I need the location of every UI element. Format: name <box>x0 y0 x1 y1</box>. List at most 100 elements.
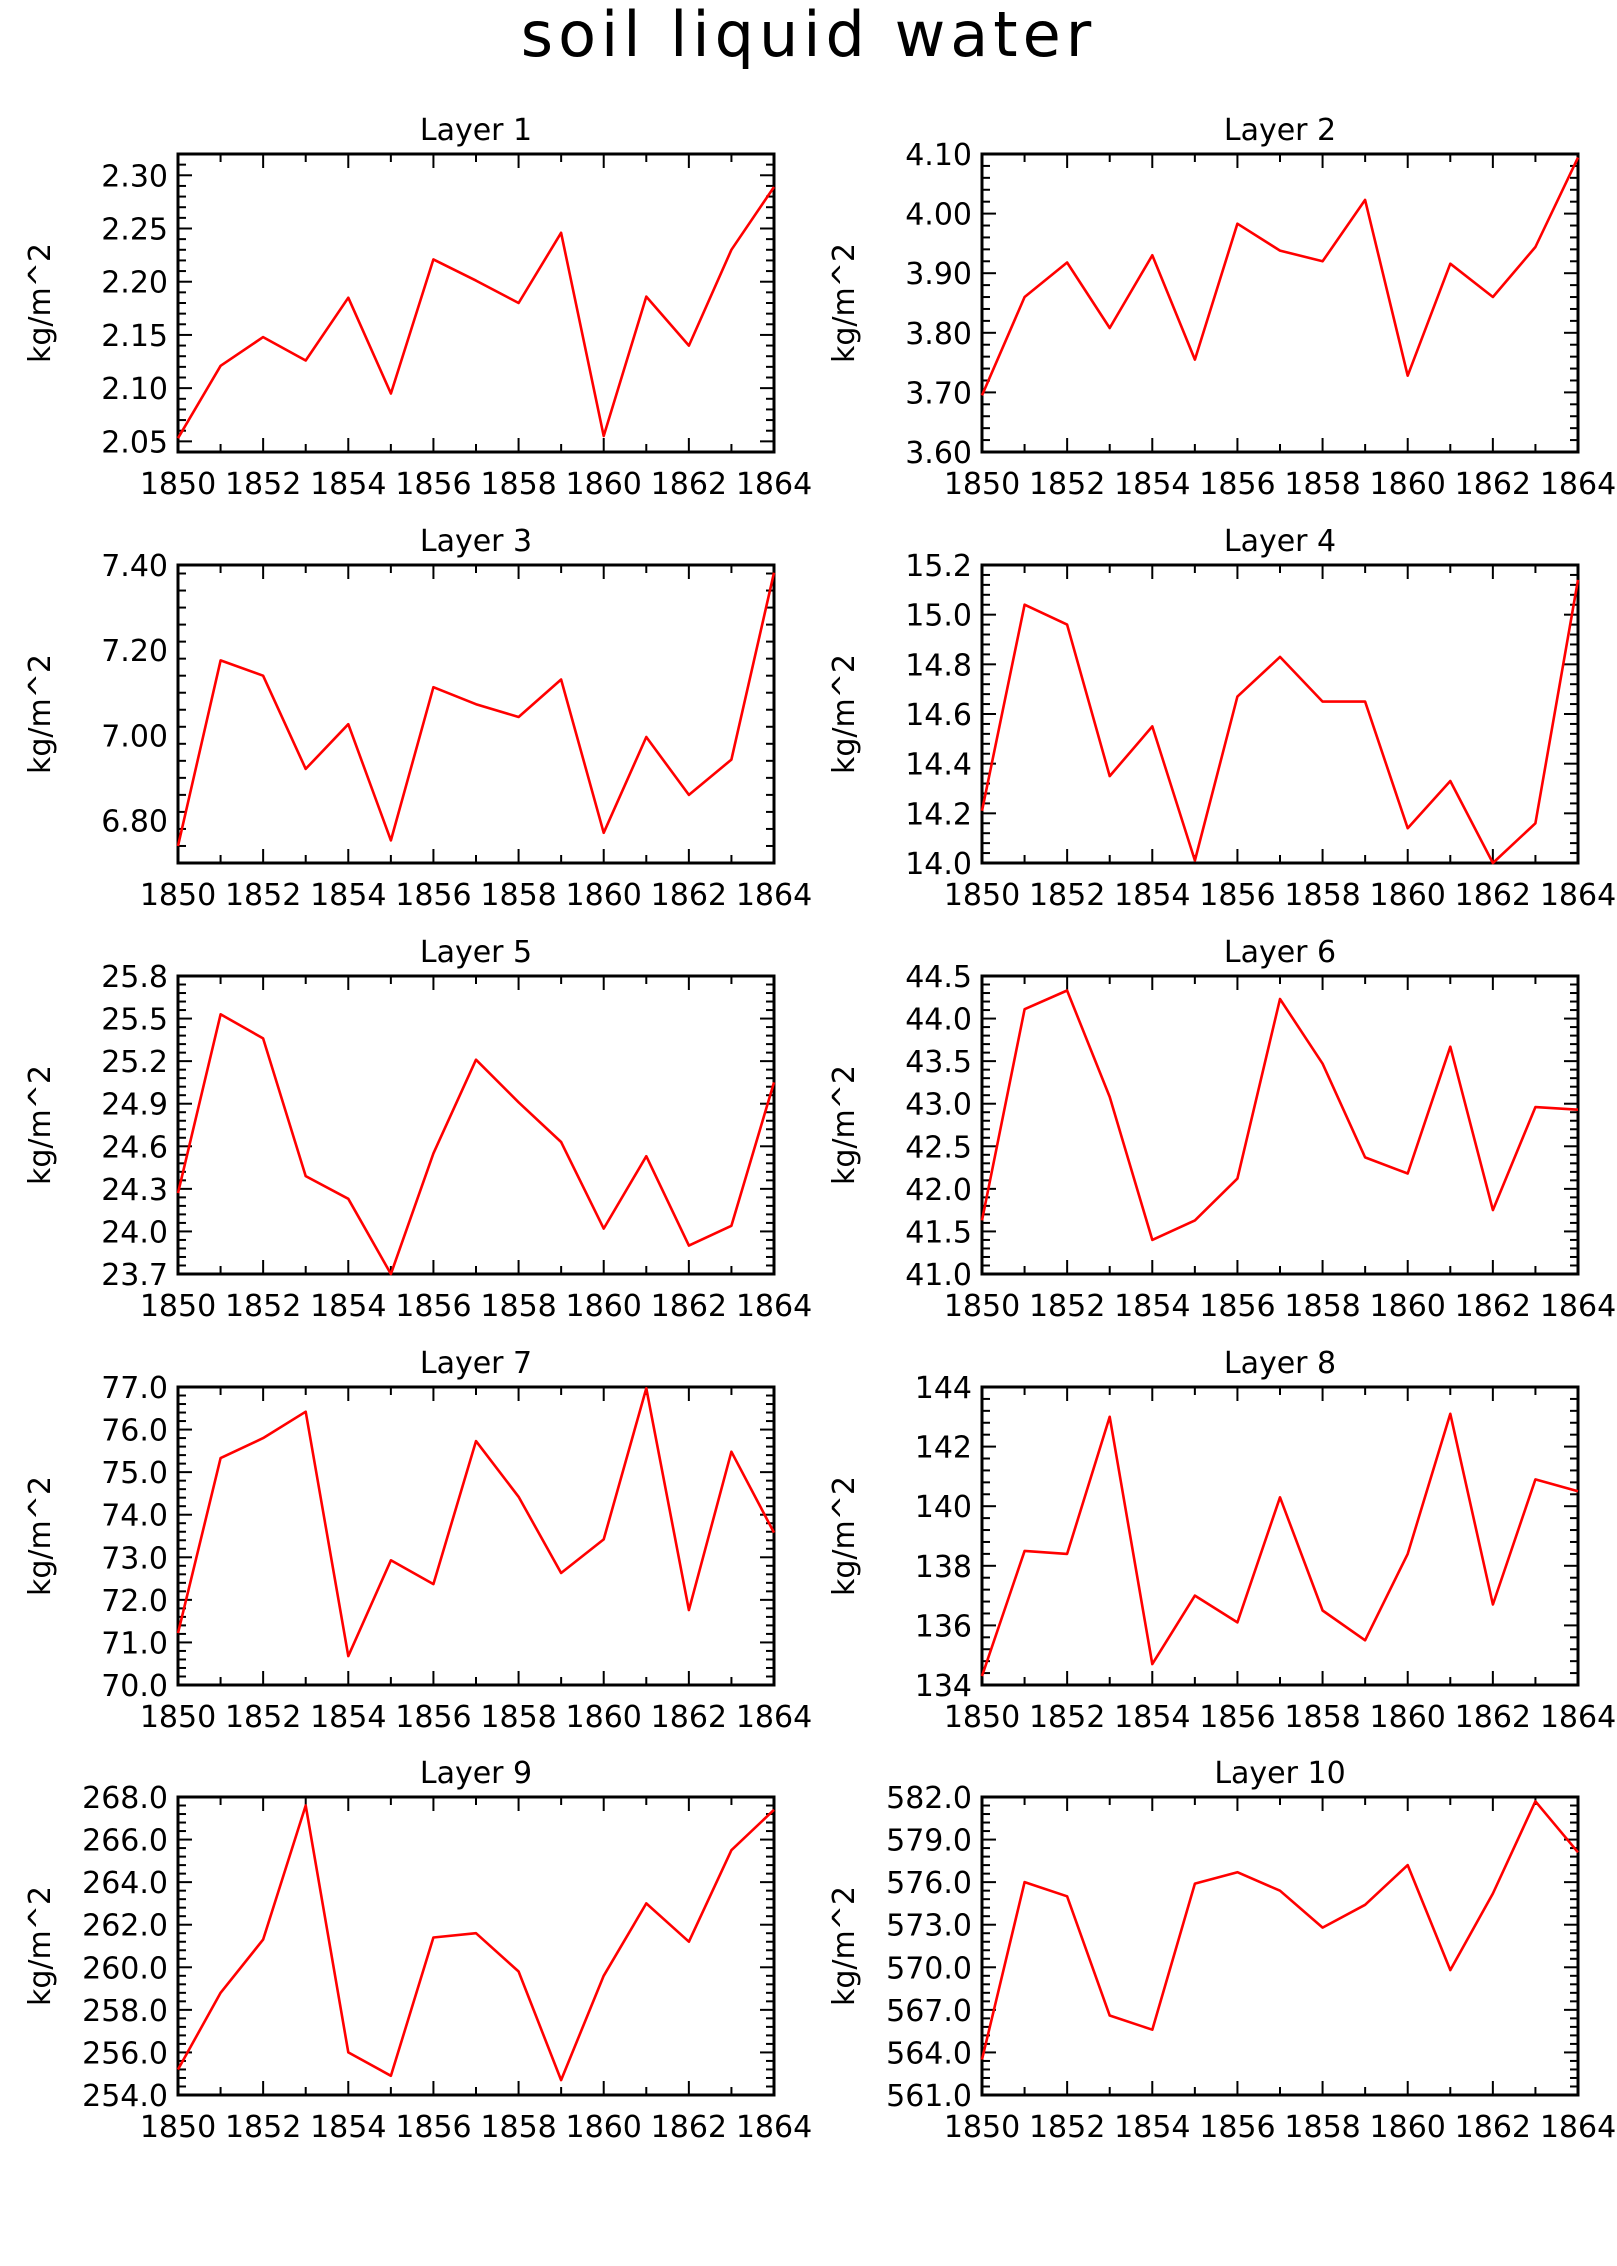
y-ticks <box>982 975 1578 1275</box>
series-line <box>980 157 1580 396</box>
x-ticks <box>177 976 775 1274</box>
y-tick-label: 256.0 <box>82 2036 168 2071</box>
y-tick-label: 44.0 <box>905 1003 972 1038</box>
y-tick-label: 70.0 <box>101 1669 168 1704</box>
y-tick-label: 2.15 <box>101 319 168 354</box>
x-tick-label: 1862 <box>1455 1700 1531 1735</box>
x-tick-label: 1860 <box>1370 467 1446 502</box>
x-tick-label: 1852 <box>1029 467 1105 502</box>
x-tick-label: 1858 <box>1284 2110 1360 2145</box>
y-tick-label: 2.05 <box>101 425 168 460</box>
chart-panel: Layer 6 kg/m^2 1850 1852 1854 1856 1858 1860 186… <box>827 935 1616 1324</box>
x-tick-label: 1856 <box>395 2110 471 2145</box>
y-axis-label: kg/m^2 <box>827 243 862 363</box>
y-tick-label: 24.3 <box>101 1173 168 1208</box>
x-tick-label: 1852 <box>225 1289 301 1324</box>
x-tick-label: 1852 <box>1029 1700 1105 1735</box>
x-tick-label: 1860 <box>1370 1700 1446 1735</box>
x-ticks <box>981 976 1579 1274</box>
x-tick-label: 1862 <box>651 2110 727 2145</box>
x-ticks <box>177 1387 775 1685</box>
y-ticks <box>982 564 1578 864</box>
y-tick-label: 44.5 <box>905 960 972 995</box>
chart-panel: Layer 2 kg/m^2 1850 1852 1854 1856 1858 1860 186… <box>827 113 1616 502</box>
series-line <box>176 1387 776 1658</box>
x-tick-label: 1854 <box>310 1700 386 1735</box>
y-axis-label: kg/m^2 <box>827 1476 862 1596</box>
x-ticks <box>981 1797 1579 2095</box>
x-ticks <box>981 154 1579 452</box>
x-tick-label: 1856 <box>1199 467 1275 502</box>
x-tick-label: 1858 <box>1284 1289 1360 1324</box>
y-tick-label: 3.90 <box>905 257 972 292</box>
y-tick-label: 77.0 <box>101 1371 168 1406</box>
x-ticks <box>177 154 775 452</box>
chart-panel: Layer 8 kg/m^2 1850 1852 1854 1856 1858 1860 186… <box>827 1346 1616 1735</box>
x-tick-label: 1862 <box>651 1700 727 1735</box>
x-ticks <box>177 565 775 863</box>
x-tick-label: 1860 <box>1370 878 1446 913</box>
x-tick-label: 1858 <box>1284 1700 1360 1735</box>
x-tick-label: 1862 <box>1455 2110 1531 2145</box>
y-ticks <box>982 153 1578 453</box>
x-ticks <box>177 1797 775 2095</box>
y-tick-label: 74.0 <box>101 1499 168 1534</box>
x-tick-label: 1858 <box>1284 467 1360 502</box>
series-line <box>176 1012 776 1276</box>
x-tick-label: 1864 <box>736 467 812 502</box>
y-tick-label: 268.0 <box>82 1781 168 1816</box>
series-line <box>176 572 776 847</box>
x-tick-label: 1856 <box>395 1700 471 1735</box>
y-tick-label: 144 <box>915 1371 972 1406</box>
x-tick-label: 1860 <box>566 1289 642 1324</box>
y-tick-label: 2.30 <box>101 159 168 194</box>
x-ticks <box>981 565 1579 863</box>
y-tick-label: 24.6 <box>101 1130 168 1165</box>
y-tick-label: 25.2 <box>101 1045 168 1080</box>
y-tick-label: 15.2 <box>905 549 972 584</box>
x-tick-label: 1864 <box>736 2110 812 2145</box>
x-tick-label: 1856 <box>395 467 471 502</box>
x-tick-label: 1854 <box>1114 2110 1190 2145</box>
y-tick-label: 7.40 <box>101 549 168 584</box>
x-tick-label: 1864 <box>1540 878 1616 913</box>
x-tick-label: 1864 <box>1540 1289 1616 1324</box>
y-tick-label: 25.8 <box>101 960 168 995</box>
panel-title: Layer 6 <box>1224 935 1336 970</box>
x-tick-label: 1858 <box>480 1700 556 1735</box>
x-tick-label: 1854 <box>1114 878 1190 913</box>
y-tick-label: 142 <box>915 1431 972 1466</box>
panel-title: Layer 1 <box>420 113 532 148</box>
y-axis-label: kg/m^2 <box>827 1886 862 2006</box>
y-tick-label: 582.0 <box>886 1781 972 1816</box>
x-tick-label: 1856 <box>395 878 471 913</box>
x-tick-label: 1864 <box>1540 2110 1616 2145</box>
x-tick-label: 1860 <box>1370 1289 1446 1324</box>
y-tick-label: 75.0 <box>101 1456 168 1491</box>
x-tick-label: 1850 <box>944 467 1020 502</box>
plot-frame <box>980 563 1580 865</box>
panel-title: Layer 8 <box>1224 1346 1336 1381</box>
x-tick-label: 1850 <box>944 1289 1020 1324</box>
y-tick-label: 567.0 <box>886 1994 972 2029</box>
y-ticks <box>178 1386 774 1686</box>
y-axis-label: kg/m^2 <box>23 1476 58 1596</box>
y-tick-label: 4.10 <box>905 138 972 173</box>
chart-panel: Layer 4 kg/m^2 1850 1852 1854 1856 1858 1860 186… <box>827 524 1616 913</box>
plot-frame <box>176 1385 776 1687</box>
x-tick-label: 1852 <box>1029 878 1105 913</box>
y-axis-label: kg/m^2 <box>827 1065 862 1185</box>
series-line <box>176 1804 775 2082</box>
y-tick-label: 136 <box>915 1609 972 1644</box>
y-tick-label: 266.0 <box>82 1824 168 1859</box>
x-tick-label: 1862 <box>651 878 727 913</box>
x-tick-label: 1850 <box>944 2110 1020 2145</box>
y-tick-label: 576.0 <box>886 1866 972 1901</box>
x-tick-label: 1854 <box>1114 1700 1190 1735</box>
y-tick-label: 43.5 <box>905 1045 972 1080</box>
y-tick-label: 72.0 <box>101 1584 168 1619</box>
x-tick-label: 1856 <box>1199 878 1275 913</box>
y-tick-label: 24.9 <box>101 1088 168 1123</box>
panel-title: Layer 9 <box>420 1756 532 1791</box>
